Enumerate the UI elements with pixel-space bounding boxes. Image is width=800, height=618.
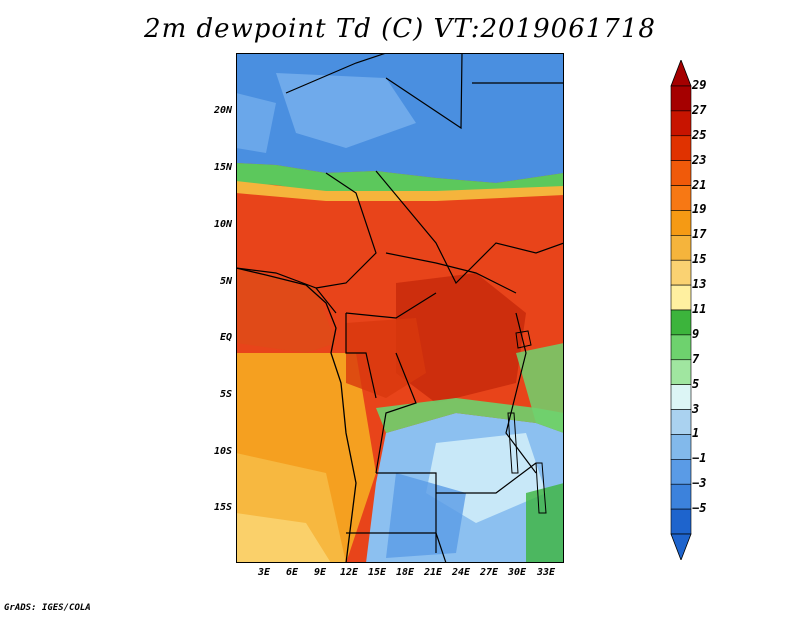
colorbar-swatch [670, 434, 692, 460]
dewpoint-map [236, 53, 564, 563]
colorbar-swatch [670, 185, 692, 211]
southeast-region [526, 483, 564, 563]
lon-label-21e: 21E [423, 567, 443, 578]
colorbar-swatch [670, 135, 692, 161]
colorbar-label: 3 [692, 401, 700, 416]
colorbar-top-arrow [670, 60, 692, 87]
colorbar-label: 5 [692, 376, 700, 391]
lat-label-5n: 5N [219, 276, 232, 287]
sahel-yellow-band [236, 181, 564, 201]
lake-malawi [535, 462, 547, 514]
lon-label-15e: 15E [367, 567, 387, 578]
lake-tanganyika [507, 412, 519, 474]
colorbar-swatch [670, 384, 692, 410]
colorbar-swatch [670, 210, 692, 236]
colorbar-label: 23 [692, 152, 707, 167]
colorbar-swatch [670, 110, 692, 137]
lon-label-30e: 30E [507, 567, 527, 578]
colorbar-swatch [670, 259, 692, 286]
colorbar-label: 13 [692, 277, 707, 292]
colorbar-swatch [670, 309, 692, 336]
lat-label-5s: 5S [219, 389, 232, 400]
map-title: 2m dewpoint Td (C) VT:2019061718 [144, 14, 656, 44]
colorbar-label: −1 [692, 451, 707, 466]
colorbar-label: −3 [692, 476, 707, 491]
south-africa-blue-center [386, 473, 466, 558]
south-transition-band [376, 398, 564, 433]
colorbar-swatch [670, 508, 692, 535]
lat-label-15s: 15S [213, 502, 232, 513]
colorbar-label: 21 [692, 177, 707, 192]
coastline [236, 267, 357, 563]
lon-label-33e: 33E [536, 567, 556, 578]
lon-label-9e: 9E [313, 567, 327, 578]
lon-label-18e: 18E [395, 567, 415, 578]
ocean-coast-south-region [236, 513, 331, 563]
lake-victoria [515, 330, 532, 349]
grads-credit: GrADS: IGES/COLA [4, 603, 91, 613]
sahara-light-patches [276, 73, 416, 148]
colorbar-swatch [670, 483, 692, 510]
colorbar [670, 60, 692, 560]
lat-label-eq: EQ [219, 332, 232, 343]
colorbar-label: 11 [692, 302, 707, 316]
lon-label-12e: 12E [339, 567, 359, 578]
east-green-region [516, 343, 564, 433]
colorbar-label: 9 [692, 326, 700, 341]
sahel-band [236, 163, 564, 195]
colorbar-label: 29 [692, 78, 707, 92]
colorbar-label: 15 [692, 252, 707, 267]
lon-label-27e: 27E [479, 567, 499, 578]
colorbar-label: 27 [692, 102, 707, 117]
colorbar-label: 7 [692, 351, 700, 366]
colorbar-swatch [670, 85, 692, 112]
colorbar-swatch [670, 284, 692, 311]
sahara-west-patch [236, 93, 276, 153]
colorbar-bottom-arrow [670, 533, 692, 560]
colorbar-label: 19 [692, 202, 707, 217]
lon-label-6e: 6E [285, 567, 299, 578]
lon-label-24e: 24E [451, 567, 471, 578]
colorbar-swatch [670, 459, 692, 485]
lat-label-10s: 10S [213, 446, 232, 457]
humid-core-region [396, 273, 526, 403]
colorbar-label: 1 [692, 426, 700, 441]
lon-label-3e: 3E [257, 567, 271, 578]
colorbar-swatch [670, 409, 692, 435]
colorbar-swatch [670, 160, 692, 186]
lat-label-20n: 20N [213, 105, 232, 116]
colorbar-swatch [670, 359, 692, 385]
colorbar-swatch [670, 334, 692, 361]
colorbar-label: 25 [692, 127, 707, 142]
lat-label-15n: 15N [213, 162, 232, 173]
colorbar-swatch [670, 235, 692, 261]
map-frame [236, 53, 564, 563]
lat-label-10n: 10N [213, 219, 232, 230]
country-borders [236, 53, 564, 563]
colorbar-label: 17 [692, 227, 707, 242]
colorbar-label: −5 [692, 501, 707, 516]
